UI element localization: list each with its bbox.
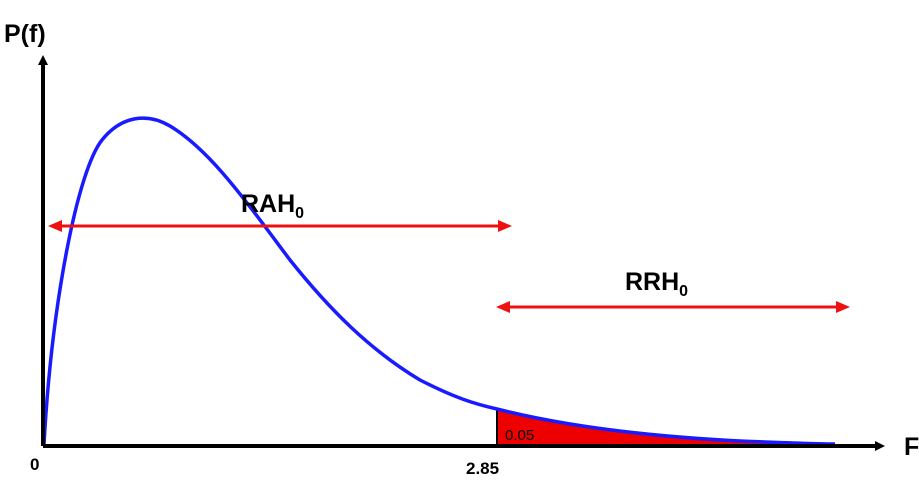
origin-label: 0	[30, 455, 39, 474]
acceptance-region-subscript: 0	[295, 205, 304, 222]
rejection-region-label: RRH0	[625, 268, 688, 300]
y-axis-label: P(f)	[4, 20, 46, 48]
acceptance-region-main: RAH	[241, 190, 295, 218]
rejection-region-shade	[497, 409, 835, 446]
acceptance-region-arrow	[48, 220, 512, 232]
rejection-region-subscript: 0	[679, 283, 688, 300]
critical-value-label: 2.85	[466, 459, 499, 478]
acceptance-region-label: RAH0	[241, 190, 304, 222]
rejection-region-arrow	[496, 301, 850, 313]
x-axis-label: F	[904, 433, 919, 461]
tail-area-label: 0.05	[505, 427, 534, 444]
f-density-curve	[42, 116, 836, 446]
rejection-region-main: RRH	[625, 268, 679, 296]
